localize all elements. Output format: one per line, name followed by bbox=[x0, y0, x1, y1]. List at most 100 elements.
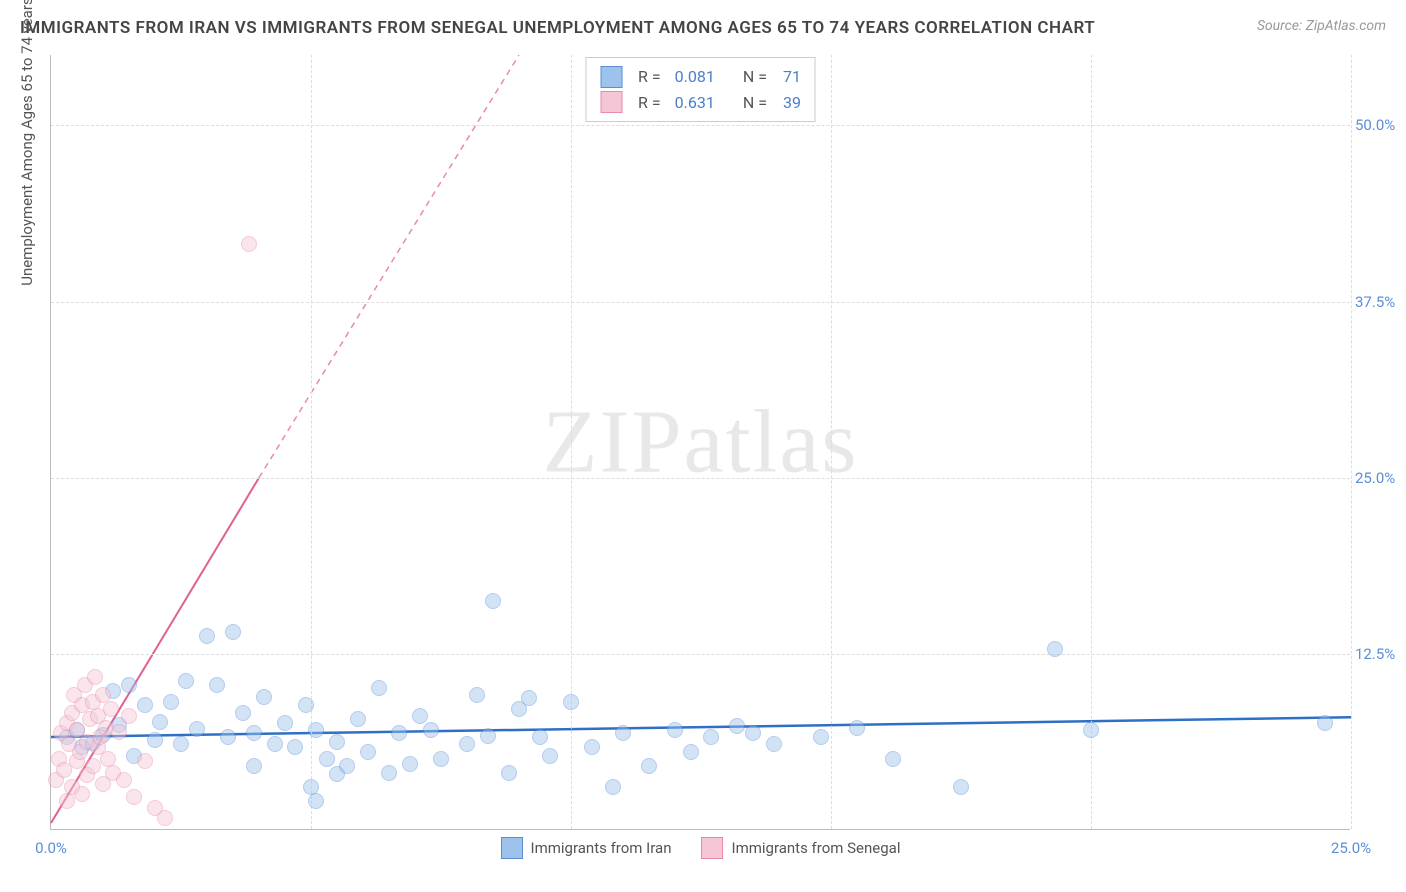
gridline-v bbox=[1091, 55, 1092, 829]
y-tick-label: 37.5% bbox=[1355, 293, 1406, 311]
point-senegal bbox=[87, 669, 103, 685]
point-senegal bbox=[241, 236, 257, 252]
point-iran bbox=[501, 765, 517, 781]
legend-r-value: 0.631 bbox=[675, 90, 715, 116]
gridline-v bbox=[831, 55, 832, 829]
x-tick-label: 25.0% bbox=[1331, 839, 1371, 857]
point-iran bbox=[235, 705, 251, 721]
point-iran bbox=[459, 736, 475, 752]
gridline-v bbox=[1351, 55, 1352, 829]
point-iran bbox=[1317, 715, 1333, 731]
point-iran bbox=[298, 697, 314, 713]
legend-n-value: 39 bbox=[783, 90, 801, 116]
plot-area: ZIPatlas R =0.081N =71R =0.631N =39 Immi… bbox=[50, 55, 1350, 830]
point-iran bbox=[766, 736, 782, 752]
point-iran bbox=[402, 756, 418, 772]
point-senegal bbox=[116, 772, 132, 788]
point-iran bbox=[391, 725, 407, 741]
point-iran bbox=[532, 729, 548, 745]
point-iran bbox=[433, 751, 449, 767]
point-iran bbox=[246, 725, 262, 741]
point-iran bbox=[423, 722, 439, 738]
source-attribution: Source: ZipAtlas.com bbox=[1257, 18, 1386, 34]
point-iran bbox=[849, 720, 865, 736]
point-iran bbox=[605, 779, 621, 795]
point-iran bbox=[209, 677, 225, 693]
point-senegal bbox=[103, 701, 119, 717]
point-iran bbox=[1083, 722, 1099, 738]
point-senegal bbox=[121, 708, 137, 724]
point-iran bbox=[469, 687, 485, 703]
legend-n-label: N = bbox=[743, 64, 767, 90]
point-senegal bbox=[74, 786, 90, 802]
point-iran bbox=[703, 729, 719, 745]
point-iran bbox=[163, 694, 179, 710]
point-senegal bbox=[126, 789, 142, 805]
point-iran bbox=[683, 744, 699, 760]
watermark-zip: ZIP bbox=[543, 393, 684, 492]
point-iran bbox=[121, 677, 137, 693]
point-iran bbox=[745, 725, 761, 741]
point-senegal bbox=[59, 793, 75, 809]
point-senegal bbox=[111, 724, 127, 740]
point-iran bbox=[267, 736, 283, 752]
point-iran bbox=[480, 728, 496, 744]
legend-r-label: R = bbox=[638, 90, 661, 116]
point-iran bbox=[485, 593, 501, 609]
point-iran bbox=[339, 758, 355, 774]
point-iran bbox=[1047, 641, 1063, 657]
legend-stats: R = 0.081 N = 71R = 0.631 N = 39 bbox=[585, 57, 816, 122]
point-iran bbox=[277, 715, 293, 731]
legend-swatch bbox=[600, 66, 622, 88]
gridline-h bbox=[51, 654, 1350, 655]
x-tick-label: 0.0% bbox=[35, 839, 67, 857]
point-iran bbox=[329, 734, 345, 750]
point-iran bbox=[256, 689, 272, 705]
point-iran bbox=[173, 736, 189, 752]
point-iran bbox=[813, 729, 829, 745]
gridline-h bbox=[51, 478, 1350, 479]
legend-series-label: Immigrants from Iran bbox=[531, 839, 672, 857]
gridline-v bbox=[571, 55, 572, 829]
point-iran bbox=[412, 708, 428, 724]
point-iran bbox=[641, 758, 657, 774]
y-tick-label: 12.5% bbox=[1355, 645, 1406, 663]
y-axis-label: Unemployment Among Ages 65 to 74 years bbox=[18, 0, 36, 286]
legend-swatch bbox=[701, 837, 723, 859]
point-iran bbox=[199, 628, 215, 644]
gridline-v bbox=[311, 55, 312, 829]
point-iran bbox=[953, 779, 969, 795]
point-senegal bbox=[137, 753, 153, 769]
point-iran bbox=[137, 697, 153, 713]
legend-stats-row: R = 0.081 N = 71 bbox=[600, 64, 801, 90]
point-iran bbox=[246, 758, 262, 774]
y-tick-label: 50.0% bbox=[1355, 116, 1406, 134]
legend-series-item: Immigrants from Senegal bbox=[701, 837, 900, 859]
point-iran bbox=[308, 793, 324, 809]
point-iran bbox=[147, 732, 163, 748]
point-iran bbox=[584, 739, 600, 755]
point-iran bbox=[220, 729, 236, 745]
point-iran bbox=[360, 744, 376, 760]
point-iran bbox=[667, 722, 683, 738]
point-iran bbox=[563, 694, 579, 710]
legend-n-value: 71 bbox=[783, 64, 801, 90]
point-iran bbox=[729, 718, 745, 734]
point-iran bbox=[371, 680, 387, 696]
point-iran bbox=[885, 751, 901, 767]
point-iran bbox=[178, 673, 194, 689]
legend-series: Immigrants from Iran Immigrants from Sene… bbox=[501, 837, 901, 859]
legend-swatch bbox=[501, 837, 523, 859]
point-senegal bbox=[157, 810, 173, 826]
chart-title: IMMIGRANTS FROM IRAN VS IMMIGRANTS FROM … bbox=[20, 18, 1095, 38]
point-iran bbox=[225, 624, 241, 640]
point-iran bbox=[615, 725, 631, 741]
legend-r-value: 0.081 bbox=[675, 64, 715, 90]
gridline-h bbox=[51, 302, 1350, 303]
point-iran bbox=[521, 690, 537, 706]
legend-stats-row: R =0.631N =39 bbox=[600, 90, 801, 116]
point-iran bbox=[350, 711, 366, 727]
legend-r-label: R = bbox=[638, 64, 661, 90]
legend-series-label: Immigrants from Senegal bbox=[731, 839, 900, 857]
point-iran bbox=[308, 722, 324, 738]
